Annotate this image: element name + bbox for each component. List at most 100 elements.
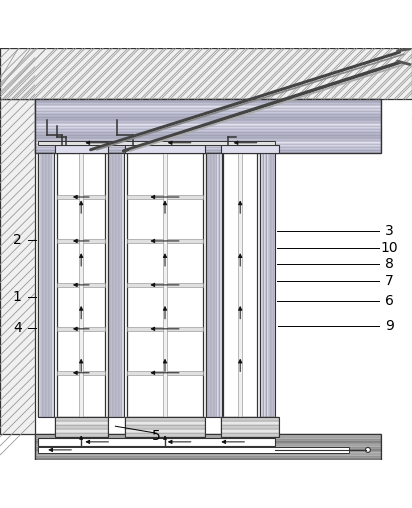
Bar [0,100,35,434]
Bar [35,120,381,123]
Bar [211,153,212,417]
Bar [55,421,108,425]
Bar [35,454,381,456]
Bar [35,99,381,153]
Bar [260,153,275,417]
Bar [50,153,52,417]
Bar [55,145,108,153]
Bar [266,153,267,417]
Bar [57,239,105,243]
Bar [127,195,203,199]
Bar [35,450,381,452]
Bar [35,439,381,441]
Bar [261,153,263,417]
Bar [35,456,381,458]
Bar [0,48,412,100]
Bar [35,141,381,144]
Bar [217,153,218,417]
Bar [238,153,242,417]
Bar [35,132,381,135]
Bar [271,153,272,417]
Text: 2: 2 [13,233,22,246]
Bar [35,135,381,138]
Bar [122,153,124,417]
Bar [57,371,105,375]
Bar [267,153,269,417]
Bar [35,458,381,460]
Bar [47,153,49,417]
Bar [127,239,203,243]
Bar [125,421,205,425]
Bar [41,153,42,417]
Bar [125,145,205,153]
Bar [127,283,203,287]
Bar [35,102,381,105]
Bar [40,153,41,417]
Bar [38,153,40,417]
Text: 5: 5 [152,429,161,443]
Bar [46,153,47,417]
Bar [38,153,54,417]
Text: 3: 3 [385,225,394,238]
Bar [119,153,120,417]
Bar [260,153,261,417]
Bar [35,99,381,102]
Bar [57,195,105,199]
Bar [44,153,46,417]
Bar [57,283,105,287]
Bar [274,153,275,417]
Bar [272,153,274,417]
Bar [264,153,266,417]
Bar [35,443,381,445]
Bar [35,138,381,141]
Bar [79,153,83,417]
Bar [42,153,44,417]
Bar [52,153,54,417]
Bar [38,447,349,453]
Text: 9: 9 [385,319,394,333]
Bar [214,153,215,417]
Bar [125,417,205,436]
Bar [35,434,381,436]
Bar [221,429,279,432]
Bar [116,153,117,417]
Bar [125,432,205,436]
Bar [221,417,279,436]
Text: 7: 7 [385,274,394,288]
Bar [55,432,108,436]
Bar [35,150,381,153]
Bar [223,153,257,417]
Bar [206,153,222,417]
Bar [35,147,381,150]
Bar [108,153,124,417]
Bar [35,434,381,460]
Bar [35,452,381,454]
Text: 6: 6 [385,294,394,308]
Bar [127,371,203,375]
Bar [35,144,381,147]
Bar [212,153,214,417]
Bar [125,425,205,429]
Bar [49,153,50,417]
Bar [35,105,381,108]
Bar [0,100,35,434]
Bar [38,141,275,145]
Bar [57,153,105,417]
Text: 8: 8 [385,257,394,271]
Bar [215,153,217,417]
Bar [206,153,208,417]
Text: 4: 4 [13,321,22,335]
Bar [0,48,412,100]
Bar [120,153,122,417]
Bar [221,417,279,421]
Bar [163,153,167,417]
Bar [55,425,108,429]
Bar [221,432,279,436]
Bar [127,153,203,417]
Bar [35,111,381,114]
Bar [269,153,271,417]
Bar [127,327,203,331]
Bar [55,429,108,432]
Bar [111,153,112,417]
Bar [35,117,381,120]
